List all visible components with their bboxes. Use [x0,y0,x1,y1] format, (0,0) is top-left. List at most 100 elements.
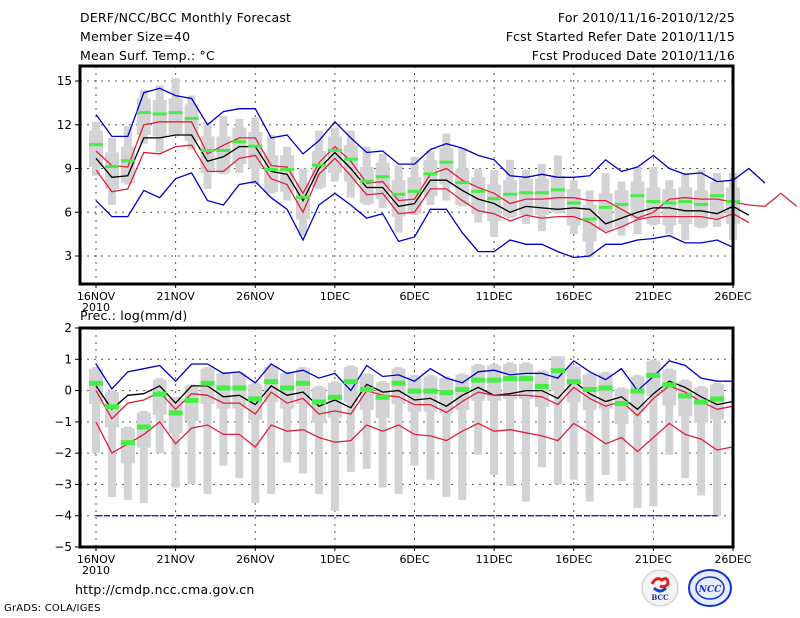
source-url[interactable]: http://cmdp.ncc.cma.gov.cn [75,582,255,597]
x-tick-label: 21DEC [635,290,672,303]
ensemble-iqr-box [662,370,677,406]
median-mark [710,396,725,402]
ensemble-iqr-box [662,188,677,226]
ensemble-spread-bar [681,379,690,479]
median-mark [566,379,581,385]
ensemble-spread-bar [665,368,674,455]
ensemble-spread-bar [649,359,658,507]
median-mark [407,388,422,394]
median-mark [614,401,629,407]
plot-frame [78,64,735,286]
median-mark [375,175,390,179]
ensemble-spread-bar [378,381,387,488]
chart-title: DERF/NCC/BCC Monthly Forecast [80,10,292,25]
x-tick-label: 16NOV [77,553,116,566]
y-tick-label: −3 [54,477,72,491]
median-mark [375,394,390,400]
median-mark [104,165,119,169]
median-mark [311,163,326,167]
median-mark [152,112,167,116]
ensemble-iqr-box [678,187,693,224]
ensemble-spread-bar [458,373,467,501]
variable-label: Mean Surf. Temp.: °C [80,48,215,63]
ensemble-iqr-box [439,378,454,414]
median-mark [136,111,151,115]
median-mark [89,143,103,147]
median-mark [439,390,454,396]
median-mark [311,399,326,405]
median-mark [503,376,518,382]
ensemble-iqr-box [630,376,645,412]
median-mark [550,188,565,192]
median-mark [232,140,247,144]
ensemble-iqr-box [264,155,279,192]
ensemble-iqr-box [152,379,167,415]
x-tick-label: 21NOV [157,290,196,303]
ensemble-iqr-box [678,381,693,417]
ensemble-iqr-box [216,373,231,409]
x-tick-label: 16NOV [77,290,116,303]
ensemble-iqr-box [694,190,709,227]
median-mark [662,382,677,388]
y-tick-label: −1 [54,415,72,429]
ensemble-iqr-box [566,367,581,403]
median-mark [359,387,374,393]
median-mark [184,397,199,403]
median-mark [89,380,103,386]
y-tick-label: 9 [64,162,72,176]
plot-frame [78,326,735,549]
ensemble-spread-bar [346,365,355,472]
q25-line [95,420,734,455]
median-mark [630,388,645,394]
ensemble-spread-bar [697,385,706,496]
ensemble-spread-bar [553,359,562,485]
precip-panel: −5 −4 −3 −2 −1 0 1 2 16NOV 21NOV 26NOV 1DEC 6DEC 11DE… [54,321,752,577]
bcc-swirl-icon [650,577,670,589]
y-tick-label: 15 [57,74,72,88]
median-mark [471,189,486,193]
ensemble-spread-bar [251,382,260,504]
median-mark [503,192,518,196]
median-mark [598,205,613,209]
ensemble-spread-bar [537,370,546,468]
ensemble-iqr-box [503,180,518,217]
median-mark [487,197,502,201]
x-tick-label: 6DEC [399,553,429,566]
x-tick-label: 16DEC [555,553,592,566]
median-mark [216,385,231,391]
ensemble-iqr-box [136,412,151,448]
ensemble-iqr-box [232,373,247,409]
median-mark [550,368,565,374]
ensemble-spread-bar [314,385,323,494]
ensemble-spread-bar [219,371,228,466]
bcc-logo: BCC [641,569,679,607]
median-mark [152,391,167,397]
median-mark [296,195,311,199]
ensemble-spread-bar [283,371,292,463]
ensemble-iqr-box [694,387,709,423]
x-tick-label: 26DEC [714,290,751,303]
ensemble-iqr-box [455,374,470,411]
ensemble-iqr-box [391,180,406,217]
ensemble-iqr-box [518,363,533,400]
ensemble-spread-bar [299,367,308,474]
x-year-label: 2010 [82,301,110,314]
median-mark [646,372,661,378]
median-mark [391,380,406,386]
ensemble-spread-bar [426,374,435,480]
ensemble-iqr-box [423,159,438,197]
median-mark [264,167,279,171]
ensemble-iqr-box [89,130,103,168]
median-mark [678,393,693,399]
median-mark [582,217,597,221]
median-mark [694,399,709,405]
ensemble-iqr-box [487,365,502,401]
x-tick-label: 26NOV [236,553,275,566]
ensemble-iqr-box [216,136,231,173]
ensemble-spread-bar [139,410,148,504]
ensemble-spread-bar [171,396,180,488]
x-tick-label: 1DEC [320,553,350,566]
ensemble-iqr-box [375,382,390,418]
y-tick-label: 6 [64,205,72,219]
median-mark [168,410,183,416]
